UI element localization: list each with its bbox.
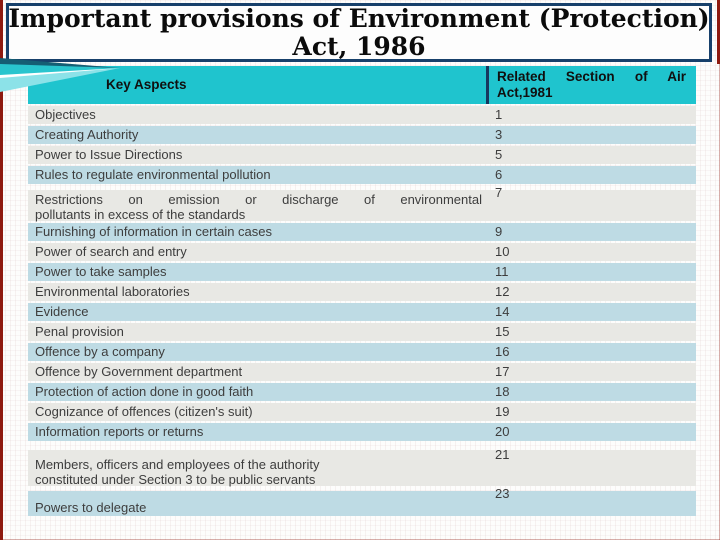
cell-text-line: Power to take samples [35, 264, 167, 279]
table-row: Penal provision 15 [28, 323, 696, 341]
related-section-cell: 10 [495, 244, 510, 259]
table-body: Objectives 1 Creating Authority 3 Power … [28, 106, 696, 516]
related-section-cell: 7 [495, 185, 503, 200]
key-aspect-cell: Rules to regulate environmental pollutio… [28, 166, 486, 184]
cell-text-line: Related Section of Air [497, 69, 686, 84]
cell-text-line: Objectives [35, 107, 96, 122]
slide-title-line1: Important provisions of Environment (Pro… [8, 3, 710, 33]
related-section-cell: 18 [495, 384, 510, 399]
related-section-cell: 5 [495, 147, 503, 162]
cell-text-line: Power to Issue Directions [35, 147, 183, 162]
key-aspect-cell: Objectives [28, 106, 486, 124]
key-aspect-cell: Creating Authority [28, 126, 486, 144]
table-row: Offence by a company 16 [28, 343, 696, 361]
table-header-row: Key Aspects Related Section of Air Act,19… [28, 66, 696, 104]
cell-text-line: constituted under Section 3 to be public… [35, 472, 316, 487]
table-row: Evidence 14 [28, 303, 696, 321]
table-row: Furnishing of information in certain cas… [28, 223, 696, 241]
cell-text-line: Evidence [35, 304, 89, 319]
column-header-key-aspects: Key Aspects [106, 77, 187, 92]
table-row: Environmental laboratories 12 [28, 283, 696, 301]
cell-text-line: Creating Authority [35, 127, 139, 142]
slide-border-right [717, 0, 720, 64]
cell-text-line: Rules to regulate environmental pollutio… [35, 167, 271, 182]
key-aspect-cell: Protection of action done in good faith [28, 383, 486, 401]
related-section-cell: 23 [495, 486, 510, 501]
related-section-cell: 21 [495, 447, 510, 462]
table-row: Rules to regulate environmental pollutio… [28, 166, 696, 184]
related-section-cell: 1 [495, 107, 503, 122]
cell-text-line: Power of search and entry [35, 244, 187, 259]
related-section-cell: 20 [495, 424, 510, 439]
key-aspect-cell: Information reports or returns [28, 423, 486, 441]
related-section-cell: 9 [495, 224, 503, 239]
key-aspect-cell: Offence by Government department [28, 363, 486, 381]
table-row: Protection of action done in good faith … [28, 383, 696, 401]
cell-text-line: Information reports or returns [35, 424, 204, 439]
related-section-cell: 17 [495, 364, 510, 379]
related-section-cell: 15 [495, 324, 510, 339]
slide-title-line2: Act, 1986 [292, 31, 426, 61]
key-aspect-cell: Power of search and entry [28, 243, 486, 261]
key-aspect-cell: Environmental laboratories [28, 283, 486, 301]
title-box: Important provisions of Environment (Pro… [6, 3, 712, 62]
provisions-table: Key Aspects Related Section of Air Act,19… [28, 66, 696, 516]
table-row: Members, officers and employees of the a… [28, 447, 696, 487]
related-section-cell: 19 [495, 404, 510, 419]
slide-border-left [0, 0, 3, 540]
key-aspect-cell: Restrictions on emission or discharge of… [28, 190, 486, 222]
cell-text-line: Cognizance of offences (citizen's suit) [35, 404, 253, 419]
key-aspect-cell: Penal provision [28, 323, 486, 341]
cell-text-line: Offence by Government department [35, 364, 243, 379]
cell-text-line: Penal provision [35, 324, 124, 339]
key-aspect-cell: Evidence [28, 303, 486, 321]
related-section-cell: 3 [495, 127, 503, 142]
table-row: Powers to delegate 23 [28, 487, 696, 516]
key-aspect-cell: Power to Issue Directions [28, 146, 486, 164]
cell-text-line: Restrictions on emission or discharge of… [35, 192, 482, 207]
cell-text-line: pollutants in excess of the standards [35, 207, 246, 222]
table-row: Power to Issue Directions 5 [28, 146, 696, 164]
related-section-cell: 12 [495, 284, 510, 299]
table-row: Offence by Government department 17 [28, 363, 696, 381]
cell-text-line: Environmental laboratories [35, 284, 190, 299]
table-row: Restrictions on emission or discharge of… [28, 186, 696, 222]
cell-text-line: Members, officers and employees of the a… [35, 457, 320, 472]
key-aspect-cell: Offence by a company [28, 343, 486, 361]
cell-text-line: Act,1981 [497, 85, 553, 100]
cell-text-line: Powers to delegate [35, 500, 147, 515]
table-row: Information reports or returns 20 [28, 423, 696, 441]
key-aspect-cell: Furnishing of information in certain cas… [28, 223, 486, 241]
key-aspect-cell: Cognizance of offences (citizen's suit) [28, 403, 486, 421]
related-section-cell: 6 [495, 167, 503, 182]
related-section-cell: 14 [495, 304, 510, 319]
table-row: Cognizance of offences (citizen's suit) … [28, 403, 696, 421]
column-header-related-section: Related Section of Air Act,1981 [486, 66, 696, 104]
related-section-cell: 16 [495, 344, 510, 359]
key-aspect-cell: Power to take samples [28, 263, 486, 281]
cell-text-line: Furnishing of information in certain cas… [35, 224, 273, 239]
table-row: Creating Authority 3 [28, 126, 696, 144]
table-row: Objectives 1 [28, 106, 696, 124]
key-aspect-cell: Powers to delegate [28, 491, 486, 515]
related-section-cell: 11 [495, 264, 509, 279]
table-row: Power to take samples 11 [28, 263, 696, 281]
cell-text-line: Offence by a company [35, 344, 165, 359]
key-aspect-cell: Members, officers and employees of the a… [28, 450, 486, 487]
table-row: Power of search and entry 10 [28, 243, 696, 261]
cell-text-line: Protection of action done in good faith [35, 384, 254, 399]
